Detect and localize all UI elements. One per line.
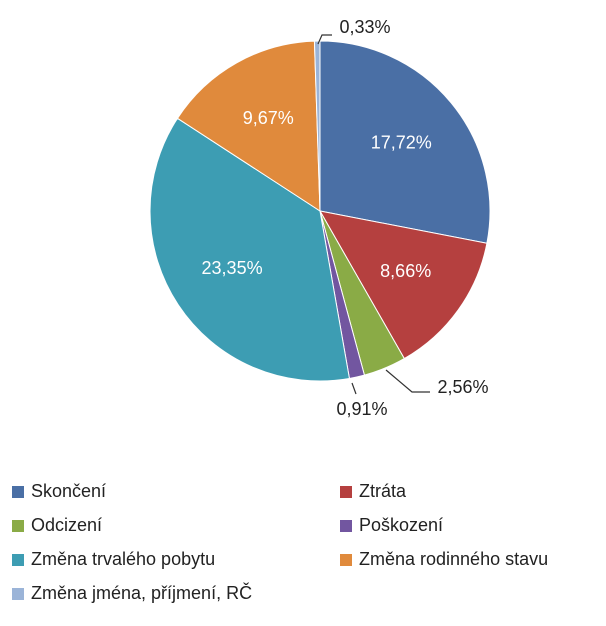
pie-slice: [319, 210, 488, 360]
legend-label: Změna jména, příjmení, RČ: [31, 582, 252, 603]
legend-swatch: [12, 554, 24, 566]
data-label: 2,56%: [437, 377, 488, 397]
leader-line: [351, 382, 357, 395]
legend-swatch: [340, 554, 352, 566]
legend-label: Ztráta: [359, 481, 407, 501]
legend-label: Změna rodinného stavu: [359, 549, 548, 569]
data-label: 17,72%: [371, 133, 432, 153]
legend-label: Poškození: [359, 515, 443, 535]
data-label: 0,91%: [336, 399, 387, 419]
legend-swatch: [12, 486, 24, 498]
data-label: 9,67%: [243, 108, 294, 128]
legend-label: Změna trvalého pobytu: [31, 549, 215, 569]
legend-swatch: [12, 588, 24, 600]
legend-swatch: [340, 520, 352, 532]
leader-line: [317, 34, 332, 45]
legend-label: Skončení: [31, 481, 106, 501]
data-label: 0,33%: [339, 17, 390, 37]
leader-line: [385, 369, 430, 393]
legend-swatch: [12, 520, 24, 532]
pie-slice: [319, 40, 491, 244]
legend-label: Odcizení: [31, 515, 102, 535]
legend-swatch: [340, 486, 352, 498]
data-label: 8,66%: [380, 261, 431, 281]
data-label: 23,35%: [202, 258, 263, 278]
pie-slice: [176, 40, 321, 212]
pie-slice: [313, 40, 321, 212]
pie-slice: [149, 117, 351, 382]
